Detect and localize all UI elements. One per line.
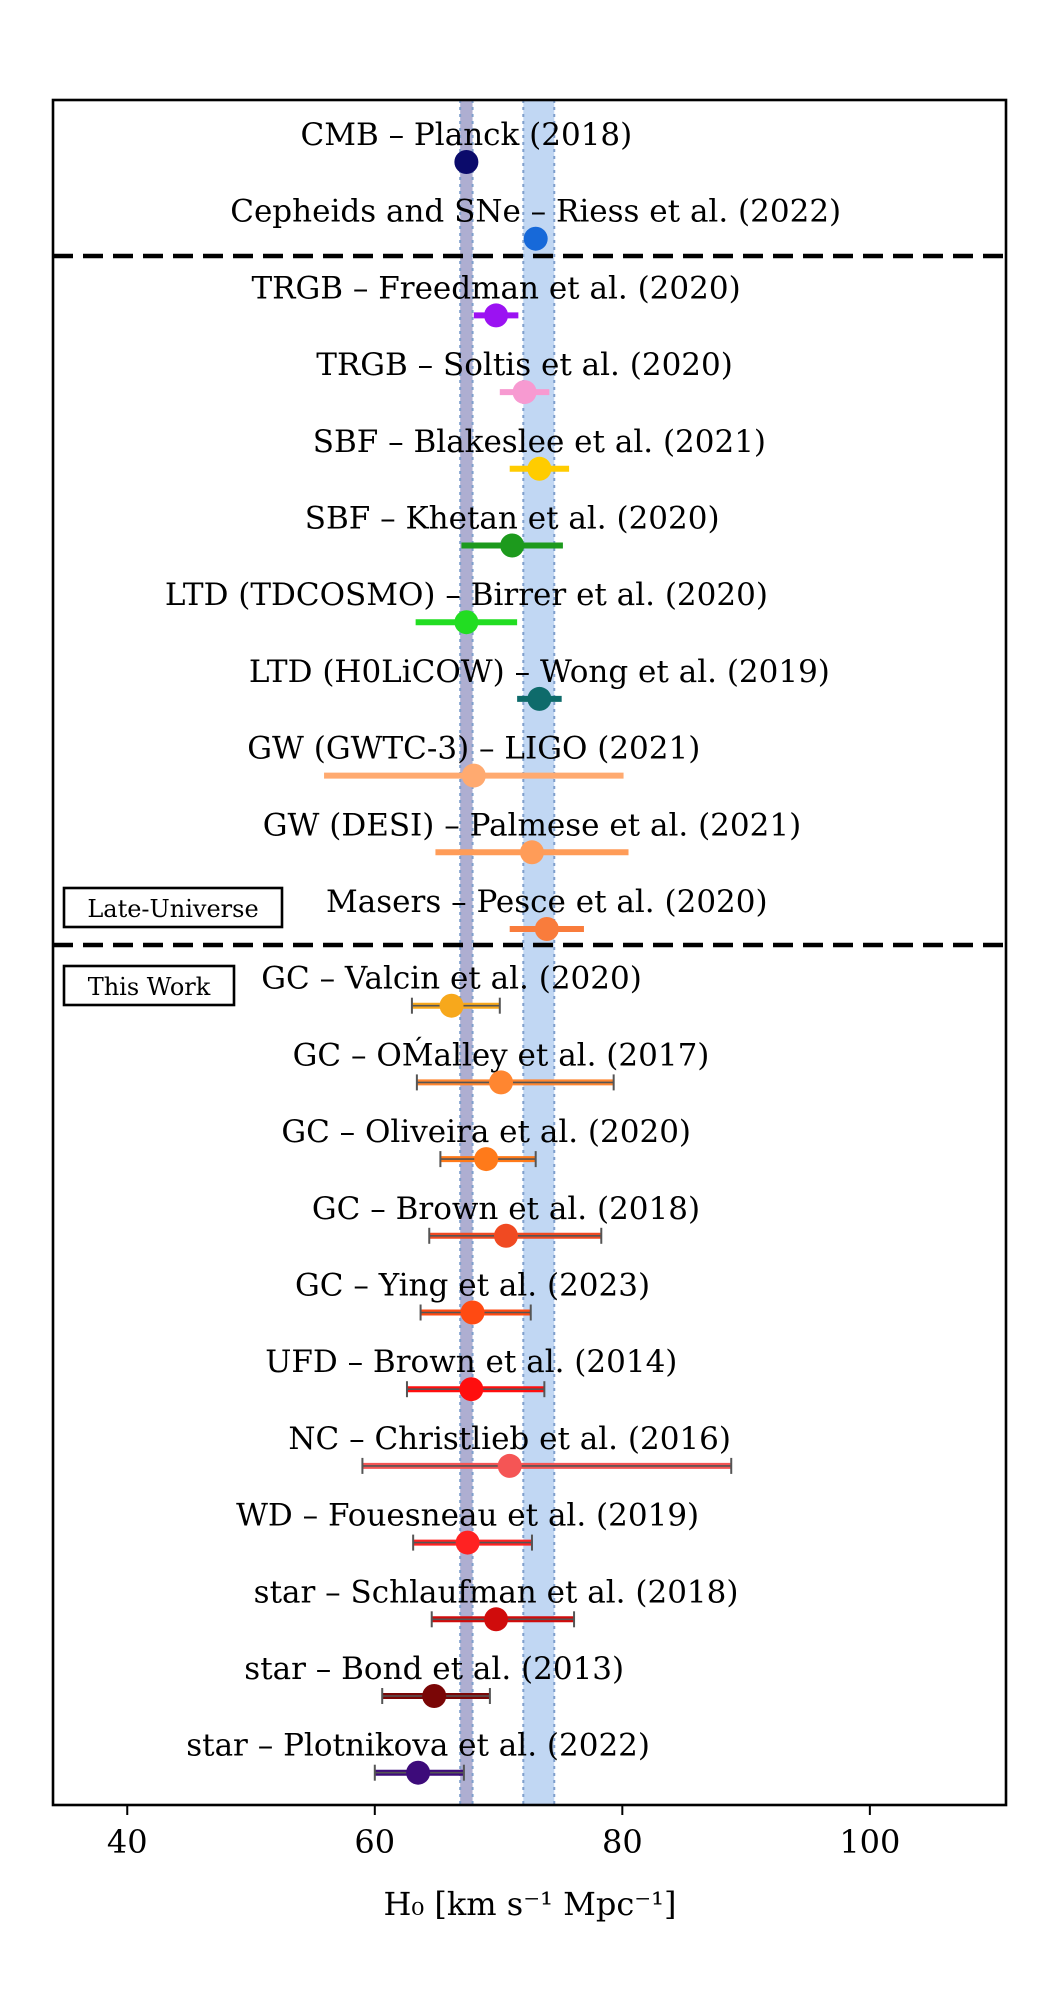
row-label: Masers – Pesce et al. (2020) xyxy=(326,884,768,920)
row-label: NC – Christlieb et al. (2016) xyxy=(288,1421,731,1457)
row-label: star – Schlaufman et al. (2018) xyxy=(254,1574,739,1610)
data-row: CMB – Planck (2018) xyxy=(300,117,632,174)
data-row: GC – Brown et al. (2018) xyxy=(312,1191,700,1248)
data-point xyxy=(527,456,552,481)
data-row: GC – OḾalley et al. (2017) xyxy=(293,1035,710,1095)
data-point xyxy=(439,993,464,1018)
x-tick-label: 80 xyxy=(602,1823,643,1861)
x-tick-label: 60 xyxy=(354,1823,395,1861)
data-row: NC – Christlieb et al. (2016) xyxy=(288,1421,733,1478)
data-row: LTD (TDCOSMO) – Birrer et al. (2020) xyxy=(165,577,768,635)
section-separators xyxy=(53,253,1006,948)
this-work-label: This Work xyxy=(88,973,211,1001)
data-row: Cepheids and SNe – Riess et al. (2022) xyxy=(230,194,841,251)
row-label: SBF – Blakeslee et al. (2021) xyxy=(313,424,766,460)
data-row: star – Bond et al. (2013) xyxy=(244,1651,624,1708)
data-point xyxy=(497,1453,522,1478)
row-label: SBF – Khetan et al. (2020) xyxy=(305,501,720,537)
section-label-this-work: This Work xyxy=(62,964,236,1007)
row-label: TRGB – Freedman et al. (2020) xyxy=(251,270,740,306)
row-label: CMB – Planck (2018) xyxy=(300,117,632,153)
row-label: star – Plotnikova et al. (2022) xyxy=(186,1728,650,1764)
data-point xyxy=(406,1760,431,1785)
data-row: SBF – Blakeslee et al. (2021) xyxy=(313,424,766,481)
data-point xyxy=(454,610,479,635)
row-label: GW (DESI) – Palmese et al. (2021) xyxy=(263,807,801,843)
data-point xyxy=(460,1300,485,1325)
data-row: LTD (H0LiCOW) – Wong et al. (2019) xyxy=(249,654,830,711)
data-point xyxy=(459,1377,484,1402)
data-point xyxy=(512,380,537,405)
row-label: GW (GWTC-3) – LIGO (2021) xyxy=(247,731,700,767)
data-row: UFD – Brown et al. (2014) xyxy=(265,1344,677,1402)
data-row: GC – Valcin et al. (2020) xyxy=(261,961,642,1018)
data-row: TRGB – Freedman et al. (2020) xyxy=(251,270,741,328)
data-point xyxy=(474,1147,499,1172)
data-point xyxy=(500,533,525,558)
data-point xyxy=(461,763,486,788)
row-label: star – Bond et al. (2013) xyxy=(244,1651,624,1687)
data-row: GW (GWTC-3) – LIGO (2021) xyxy=(247,731,700,788)
data-row: GW (DESI) – Palmese et al. (2021) xyxy=(263,807,801,865)
data-row: Masers – Pesce et al. (2020) xyxy=(326,884,768,941)
data-point xyxy=(484,303,509,328)
data-point xyxy=(534,917,559,941)
data-row: star – Schlaufman et al. (2018) xyxy=(254,1574,739,1632)
row-label: GC – Brown et al. (2018) xyxy=(312,1191,700,1227)
data-point xyxy=(484,1607,509,1632)
late-universe-label: Late-Universe xyxy=(87,895,258,923)
data-point xyxy=(454,150,479,174)
x-axis-label: H₀ [km s⁻¹ Mpc⁻¹] xyxy=(384,1885,677,1923)
data-rows: CMB – Planck (2018) Cepheids and SNe – Ri… xyxy=(165,117,841,1785)
row-label: GC – OḾalley et al. (2017) xyxy=(293,1035,710,1073)
data-row: GC – Oliveira et al. (2020) xyxy=(281,1114,691,1172)
row-label: GC – Valcin et al. (2020) xyxy=(261,961,642,997)
data-row: SBF – Khetan et al. (2020) xyxy=(305,501,720,558)
section-label-late-universe: Late-Universe xyxy=(62,886,284,929)
data-point xyxy=(489,1070,514,1095)
data-point xyxy=(493,1223,518,1248)
plot-frame xyxy=(51,98,1008,1807)
data-point xyxy=(422,1684,447,1708)
x-tick-label: 100 xyxy=(839,1823,900,1861)
row-label: LTD (H0LiCOW) – Wong et al. (2019) xyxy=(249,654,830,690)
data-row: star – Plotnikova et al. (2022) xyxy=(186,1728,650,1785)
row-label: Cepheids and SNe – Riess et al. (2022) xyxy=(230,194,841,230)
row-label: TRGB – Soltis et al. (2020) xyxy=(316,347,733,383)
data-point xyxy=(455,1530,480,1555)
row-label: GC – Ying et al. (2023) xyxy=(295,1268,650,1304)
row-label: GC – Oliveira et al. (2020) xyxy=(281,1114,691,1150)
x-tick-label: 40 xyxy=(107,1823,148,1861)
x-axis: 40 60 80 100 xyxy=(107,1805,900,1861)
data-point xyxy=(519,840,544,865)
row-label: LTD (TDCOSMO) – Birrer et al. (2020) xyxy=(165,577,768,613)
row-label: WD – Fouesneau et al. (2019) xyxy=(236,1498,699,1534)
data-row: TRGB – Soltis et al. (2020) xyxy=(316,347,733,405)
data-row: GC – Ying et al. (2023) xyxy=(295,1268,650,1325)
row-label: UFD – Brown et al. (2014) xyxy=(265,1344,677,1380)
data-row: WD – Fouesneau et al. (2019) xyxy=(236,1498,699,1555)
data-point xyxy=(523,226,548,251)
data-point xyxy=(527,686,552,711)
